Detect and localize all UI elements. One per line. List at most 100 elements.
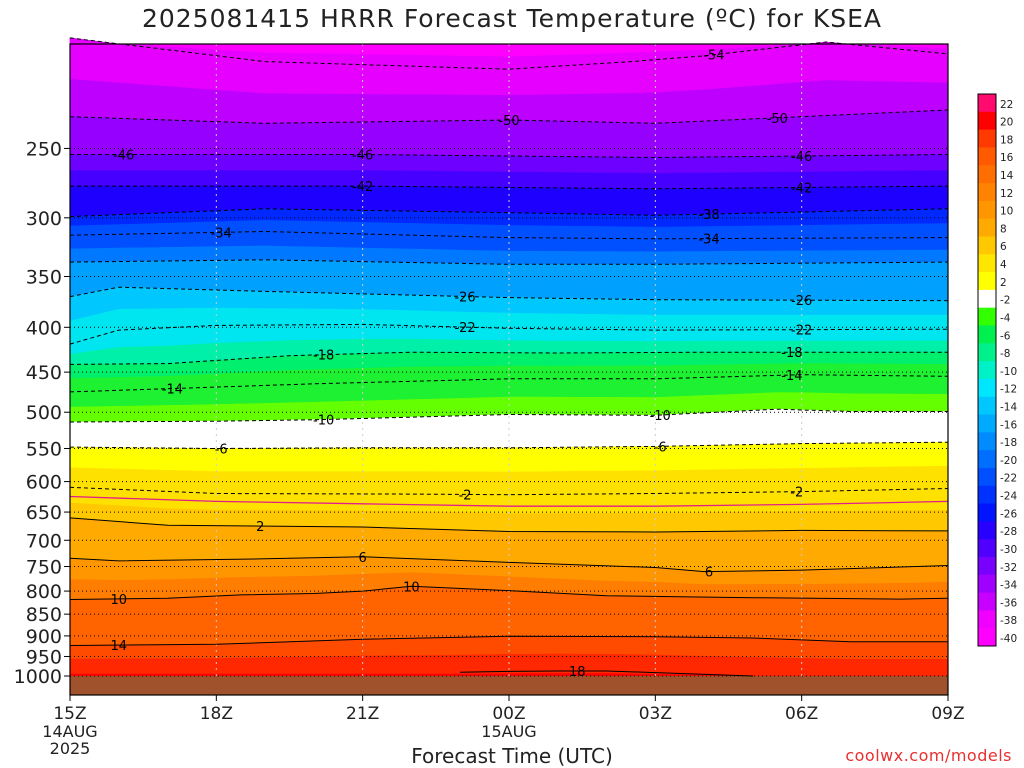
contour-line — [69, 259, 949, 265]
y-tick-label: 300 — [26, 208, 62, 230]
colorbar-cell — [978, 165, 996, 184]
x-tick-label: 15Z — [53, 704, 86, 724]
y-tick-label: 450 — [26, 362, 62, 384]
colorbar-cell — [978, 628, 996, 647]
contour-line — [69, 408, 948, 423]
colorbar-label: -6 — [1000, 330, 1011, 342]
contour-label: -26 — [791, 294, 812, 309]
contour-label: -34 — [211, 226, 232, 241]
colorbar-cell — [978, 610, 996, 629]
colorbar-cell — [978, 272, 996, 291]
contour-label: -26 — [454, 291, 475, 306]
colorbar-cell — [978, 200, 996, 220]
colorbar-label: -14 — [1000, 402, 1017, 414]
contour-label: -46 — [791, 150, 812, 165]
x-axis-label: Forecast Time (UTC) — [411, 744, 613, 768]
x-tick-label: 21Z — [346, 704, 379, 724]
colorbar-label: 22 — [1000, 99, 1013, 111]
y-axis: 2503003504004505005506006507007508008509… — [14, 138, 70, 688]
colorbar-label: -40 — [1000, 633, 1017, 645]
colorbar-label: -18 — [1000, 437, 1017, 449]
colorbar-cell — [978, 539, 996, 558]
colorbar-label: 18 — [1000, 134, 1013, 146]
contour-label: -18 — [313, 349, 334, 364]
x-tick-label: 09Z — [931, 704, 964, 724]
contour-line — [70, 154, 949, 159]
contour-line — [69, 517, 949, 533]
contour-label: -22 — [454, 321, 475, 336]
contour-label: -34 — [698, 233, 719, 248]
contour-label: 6 — [359, 551, 367, 566]
y-tick-label: 500 — [26, 402, 62, 424]
colorbar-cell — [978, 592, 996, 611]
colorbar-label: -38 — [1000, 615, 1017, 627]
colorbar-cell — [978, 325, 996, 344]
x-tick-sublabel: 15AUG — [481, 722, 536, 741]
colorbar-cell — [978, 414, 996, 433]
colorbar-cell — [978, 111, 996, 131]
contour-line — [460, 670, 753, 677]
colorbar-label: -32 — [1000, 562, 1017, 574]
colorbar-label: 12 — [1000, 188, 1013, 200]
colorbar-cell — [978, 254, 996, 273]
contour-label: -2 — [459, 488, 472, 503]
y-tick-label: 950 — [26, 646, 62, 668]
colorbar-cell — [978, 289, 996, 309]
x-tick-sublabel: 14AUG — [42, 722, 97, 741]
colorbar-label: 16 — [1000, 152, 1014, 164]
y-tick-label: 550 — [26, 438, 62, 460]
contour-line — [69, 37, 949, 70]
colorbar-label: -30 — [1000, 544, 1017, 556]
contour-label: -6 — [215, 442, 228, 457]
y-tick-label: 250 — [26, 138, 62, 160]
colorbar-cell — [978, 432, 996, 451]
chart-title: 2025081415 HRRR Forecast Temperature (ºC… — [141, 4, 883, 33]
contour-line — [69, 441, 949, 450]
colorbar-label: -28 — [1000, 526, 1017, 538]
colorbar-label: -26 — [1000, 508, 1017, 520]
colorbar: 22 20 18 16 14 12 10 8 6 4 2 -2 -4 -6 -8 -10 -12 -14 -16 -1… — [977, 93, 1017, 647]
contour-label: -42 — [352, 180, 373, 195]
contour-label: 18 — [569, 665, 586, 680]
contour-line — [69, 585, 949, 600]
contour-label: -10 — [650, 409, 671, 424]
x-tick-sublabel: 2025 — [50, 739, 91, 758]
contour-label: -54 — [703, 49, 724, 64]
colorbar-label: 4 — [1000, 259, 1007, 271]
colorbar-cell — [978, 183, 996, 202]
x-tick-label: 03Z — [639, 704, 672, 724]
colorbar-cell — [978, 343, 996, 362]
colorbar-cell — [978, 129, 996, 148]
contour-label: 2 — [256, 520, 264, 535]
freezing-line — [69, 495, 949, 507]
contour-label: 6 — [705, 565, 713, 580]
contour-label: -18 — [781, 346, 802, 361]
contour-line — [69, 556, 949, 573]
colorbar-frame — [977, 93, 997, 647]
contour-label: -6 — [654, 440, 667, 455]
x-tick-label: 06Z — [785, 704, 818, 724]
contour-line — [69, 635, 948, 646]
contour-label: -46 — [113, 148, 134, 163]
source-credit[interactable]: coolwx.com/models — [845, 746, 1012, 765]
colorbar-label: -10 — [1000, 366, 1017, 378]
contour-label: -46 — [352, 148, 373, 163]
contour-label: 10 — [111, 593, 128, 608]
colorbar-label: -8 — [1000, 348, 1010, 360]
contour-line — [69, 486, 949, 496]
colorbar-label: 10 — [1000, 206, 1013, 218]
colorbar-label: -4 — [1000, 312, 1011, 324]
colorbar-cell — [978, 503, 996, 522]
y-tick-label: 900 — [26, 626, 62, 648]
contour-label: -22 — [791, 324, 812, 339]
contour-label: -50 — [498, 114, 519, 129]
colorbar-label: -16 — [1000, 419, 1017, 431]
colorbar-label: -2 — [1000, 295, 1010, 307]
contour-lines: -54-50 -50-46 -46 -46-42 -42-38-34 -34-26 -26-… — [69, 37, 949, 680]
colorbar-cell — [978, 361, 996, 380]
colorbar-label: -36 — [1000, 597, 1017, 609]
colorbar-cell — [978, 378, 996, 398]
contour-label: 14 — [111, 639, 128, 654]
y-tick-label: 700 — [26, 530, 62, 552]
